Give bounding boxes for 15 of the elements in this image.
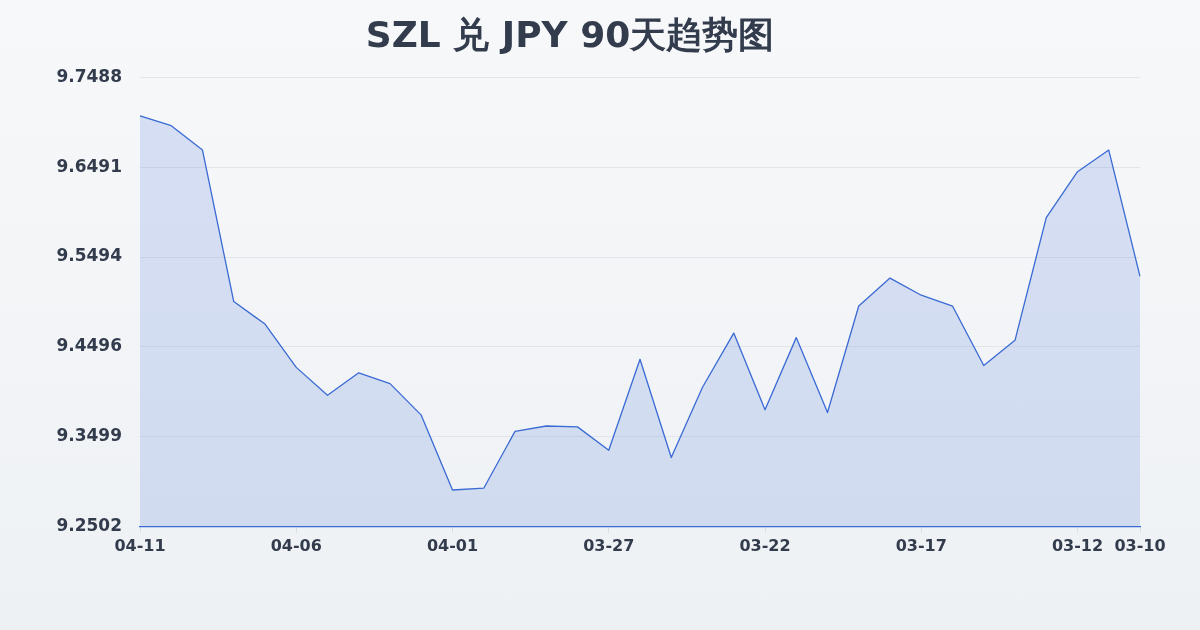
x-tick-label: 03-27 [583, 535, 635, 555]
y-tick-label: 9.7488 [56, 65, 122, 86]
chart-title: SZL 兑 JPY 90天趋势图 [365, 13, 775, 55]
x-tick-label: 03-22 [739, 535, 791, 555]
x-tick-label: 04-01 [426, 535, 479, 555]
y-tick-label: 9.4496 [56, 335, 122, 356]
y-tick-label: 9.5494 [56, 245, 123, 266]
x-tick-label: 03-10 [1114, 535, 1166, 555]
x-tick-label: 04-06 [270, 535, 322, 555]
x-tick-label: 03-12 [1051, 535, 1104, 555]
y-tick-label: 9.2502 [56, 515, 122, 536]
x-tick-label: 04-11 [114, 535, 166, 555]
x-tick-label: 03-17 [895, 535, 947, 555]
y-tick-label: 9.6491 [56, 155, 122, 176]
y-tick-label: 9.3499 [56, 425, 122, 446]
